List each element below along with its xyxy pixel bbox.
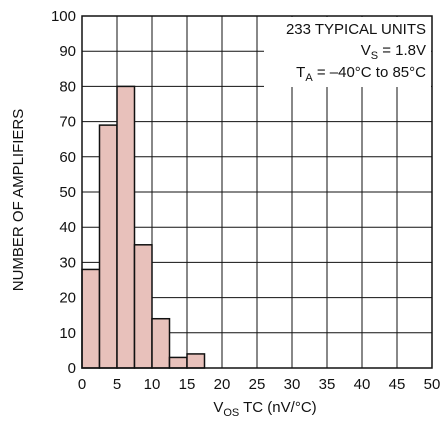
y-tick-label: 10 [59,325,76,342]
histogram-bar [133,244,153,369]
annotation-supply-symbol: V [361,42,371,59]
x-tick-labels: 0 5 10 15 20 25 30 35 40 45 50 [78,376,441,393]
y-tick-label: 90 [59,43,76,60]
y-tick-label: 100 [51,8,76,25]
annotation-temp-range: = –40°C to 85°C [313,64,426,81]
annotation-temp-symbol: T [296,64,305,81]
x-tick-label: 35 [319,376,336,393]
x-axis-title-subscript: OS [223,407,239,419]
annotation-units: 233 TYPICAL UNITS [286,21,426,38]
y-tick-label: 70 [59,114,76,131]
y-tick-label: 20 [59,290,76,307]
x-axis-title-symbol: V [213,399,223,416]
y-tick-label: 80 [59,78,76,95]
plot-frame [81,15,433,369]
y-tick-label: 30 [59,254,76,271]
y-tick-label: 40 [59,219,76,236]
histogram-bar [116,85,136,369]
x-tick-label: 50 [424,376,441,393]
annotation-supply-voltage: VS = 1.8V [361,42,426,62]
x-tick-label: 20 [214,376,231,393]
y-tick-labels: 0 10 20 30 40 50 60 70 80 90 100 [51,8,76,377]
x-tick-label: 45 [389,376,406,393]
histogram-bar [98,124,118,369]
x-tick-label: 15 [179,376,196,393]
x-tick-label: 5 [113,376,121,393]
x-tick-label: 0 [78,376,86,393]
x-tick-label: 40 [354,376,371,393]
histogram-bar [81,268,101,369]
annotation-temperature: TA = –40°C to 85°C [296,64,426,84]
x-axis-title: VOS TC (nV/°C) [213,399,316,419]
annotation-supply-value: = 1.8V [378,42,426,59]
y-tick-label: 0 [68,360,76,377]
annotation-temp-subscript: A [305,72,313,84]
histogram-bar [186,353,206,369]
x-axis-title-units: TC (nV/°C) [239,399,316,416]
y-tick-label: 60 [59,149,76,166]
y-axis-title: NUMBER OF AMPLIFIERS [10,109,27,292]
annotation-box: 233 TYPICAL UNITS VS = 1.8V TA = –40°C t… [286,21,426,84]
histogram-bar [168,356,188,369]
annotation-background [264,17,431,87]
histogram-bars [81,85,206,369]
x-tick-label: 25 [249,376,266,393]
annotation-supply-subscript: S [371,50,378,62]
x-tick-label: 30 [284,376,301,393]
x-tick-label: 10 [144,376,161,393]
histogram-bar [151,317,171,369]
y-tick-label: 50 [59,184,76,201]
